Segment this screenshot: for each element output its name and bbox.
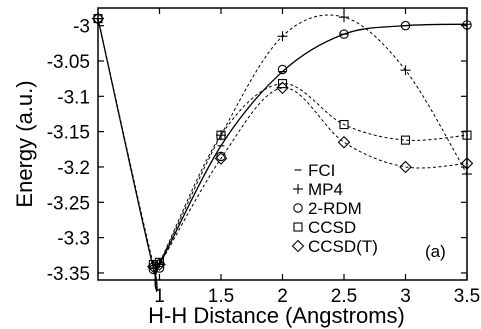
legend-label-ccsd: CCSD xyxy=(308,218,356,237)
y-tick-label: -3.1 xyxy=(57,87,90,108)
x-tick-label: 1.5 xyxy=(208,286,234,307)
x-tick-label: 3 xyxy=(400,286,411,307)
plot-frame xyxy=(97,7,468,281)
y-tick-label: -3.15 xyxy=(47,123,90,144)
x-tick-label: 2 xyxy=(277,286,288,307)
legend-label-mp4: MP4 xyxy=(308,180,343,199)
data-point-ccsd-t xyxy=(276,81,289,95)
panel-label: (a) xyxy=(425,242,446,261)
data-point-ccsd-t xyxy=(337,135,351,149)
data-point-ccsd xyxy=(216,130,226,140)
data-point-mp4 xyxy=(277,31,288,42)
data-point-2-rdm xyxy=(277,64,288,75)
data-point-2-rdm xyxy=(216,151,226,162)
data-point-2-rdm xyxy=(339,29,349,39)
data-point-ccsd-t xyxy=(214,152,228,165)
legend-marker-mp4 xyxy=(293,184,303,194)
series-layer xyxy=(91,12,474,291)
x-tick-label: 1 xyxy=(154,286,165,307)
data-point-mp4 xyxy=(400,65,411,76)
x-tick-label: 3.5 xyxy=(454,286,480,307)
data-point-2-rdm xyxy=(148,264,159,275)
legend-marker-ccsd-t xyxy=(291,239,305,253)
series-line-fci xyxy=(97,18,468,291)
ticks-layer: 1 1.5 2 2.5 3 3.5 -3.35 -3.3 -3.25 -3.2 -3.15 -3.1 -… xyxy=(47,8,480,307)
series-line-mp4 xyxy=(97,14,468,290)
y-tick-label: -3.25 xyxy=(47,193,90,214)
legend-marker-2-rdm xyxy=(293,203,303,213)
series-line-ccsd xyxy=(97,18,468,288)
y-tick-label: -3.2 xyxy=(57,158,90,179)
legend-label-fci: FCI xyxy=(308,161,335,180)
y-tick-label: -3 xyxy=(73,17,90,38)
data-point-ccsd xyxy=(400,135,411,145)
y-tick-label: -3.05 xyxy=(47,52,90,73)
data-point-ccsd xyxy=(277,79,288,89)
data-point-ccsd xyxy=(339,120,349,130)
data-point-ccsd-t xyxy=(153,258,166,271)
data-point-ccsd-t xyxy=(399,160,412,174)
data-point-2-rdm xyxy=(400,20,411,31)
y-tick-label: -3.3 xyxy=(57,229,90,250)
data-point-ccsd-t xyxy=(147,260,160,273)
x-axis-title: H-H Distance (Angstroms) xyxy=(148,303,405,328)
x-tick-label: 2.5 xyxy=(331,286,357,307)
series-line-ccsd-t xyxy=(97,18,468,290)
legend-marker-ccsd xyxy=(293,222,303,232)
y-tick-label: -3.35 xyxy=(47,264,90,285)
legend-label-2-rdm: 2-RDM xyxy=(308,199,362,218)
y-axis-title: Energy (a.u.) xyxy=(12,80,37,207)
legend-label-ccsd-t: CCSD(T) xyxy=(308,237,378,256)
